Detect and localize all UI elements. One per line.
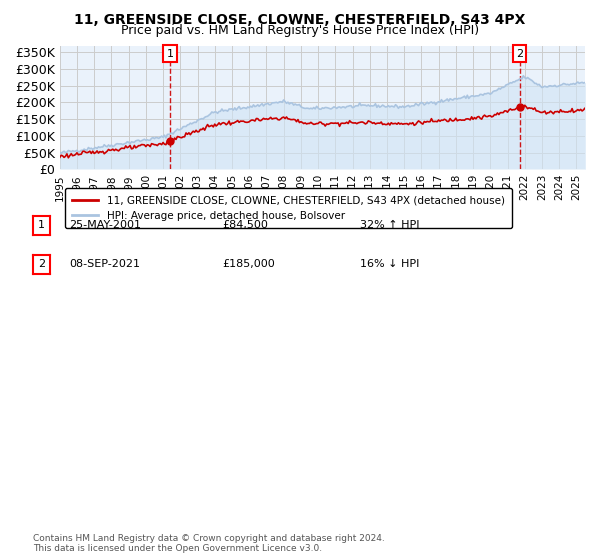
- Text: 11, GREENSIDE CLOSE, CLOWNE, CHESTERFIELD, S43 4PX: 11, GREENSIDE CLOSE, CLOWNE, CHESTERFIEL…: [74, 13, 526, 27]
- Text: Price paid vs. HM Land Registry's House Price Index (HPI): Price paid vs. HM Land Registry's House …: [121, 24, 479, 37]
- Legend: 11, GREENSIDE CLOSE, CLOWNE, CHESTERFIELD, S43 4PX (detached house), HPI: Averag: 11, GREENSIDE CLOSE, CLOWNE, CHESTERFIEL…: [65, 188, 512, 228]
- Text: 2: 2: [516, 49, 523, 59]
- Text: 1: 1: [38, 220, 45, 230]
- Text: 32% ↑ HPI: 32% ↑ HPI: [360, 220, 419, 230]
- Text: £185,000: £185,000: [222, 259, 275, 269]
- Text: Contains HM Land Registry data © Crown copyright and database right 2024.
This d: Contains HM Land Registry data © Crown c…: [33, 534, 385, 553]
- Text: 1: 1: [166, 49, 173, 59]
- Text: 25-MAY-2001: 25-MAY-2001: [69, 220, 141, 230]
- Text: 08-SEP-2021: 08-SEP-2021: [69, 259, 140, 269]
- Text: 2: 2: [38, 259, 45, 269]
- Text: £84,500: £84,500: [222, 220, 268, 230]
- Text: 16% ↓ HPI: 16% ↓ HPI: [360, 259, 419, 269]
